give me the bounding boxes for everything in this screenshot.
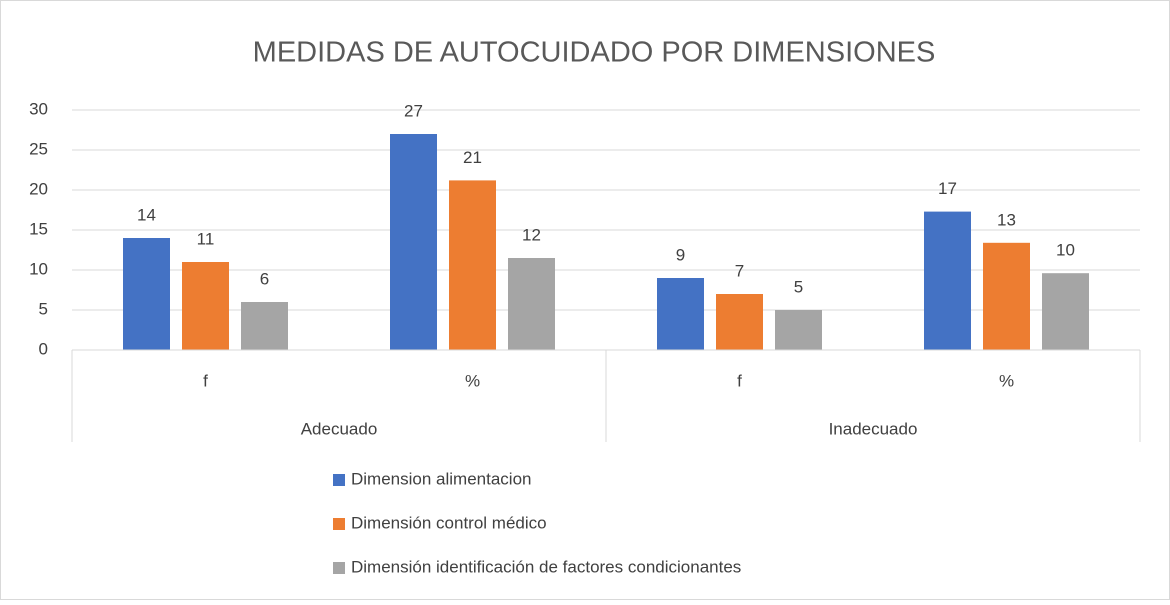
bar bbox=[924, 211, 971, 350]
bar bbox=[390, 134, 437, 350]
y-tick-label: 0 bbox=[39, 339, 48, 358]
data-label: 5 bbox=[794, 277, 803, 296]
chart-title: MEDIDAS DE AUTOCUIDADO POR DIMENSIONES bbox=[253, 37, 936, 69]
legend-swatch bbox=[333, 562, 345, 574]
bar bbox=[657, 278, 704, 350]
y-tick-label: 5 bbox=[39, 299, 48, 318]
bar bbox=[123, 238, 170, 350]
data-label: 7 bbox=[735, 261, 744, 280]
y-tick-label: 15 bbox=[29, 219, 48, 238]
bar bbox=[182, 262, 229, 350]
legend-swatch bbox=[333, 474, 345, 486]
data-label: 21 bbox=[463, 148, 482, 167]
data-label: 11 bbox=[197, 229, 215, 248]
legend-label: Dimension alimentacion bbox=[351, 469, 531, 488]
legend-swatch bbox=[333, 518, 345, 530]
bar bbox=[775, 310, 822, 350]
data-label: 12 bbox=[522, 225, 541, 244]
data-label: 10 bbox=[1056, 241, 1075, 260]
x-tick-label: % bbox=[465, 371, 480, 390]
bar bbox=[983, 242, 1030, 350]
bar bbox=[716, 294, 763, 350]
bar bbox=[508, 258, 555, 350]
y-tick-label: 30 bbox=[29, 99, 48, 118]
y-tick-label: 25 bbox=[29, 139, 48, 158]
data-label: 17 bbox=[938, 179, 957, 198]
x-tick-label: % bbox=[999, 371, 1014, 390]
data-label: 27 bbox=[404, 101, 423, 120]
bar bbox=[449, 180, 496, 350]
x-tick-label: f bbox=[203, 371, 208, 390]
y-tick-label: 20 bbox=[29, 179, 48, 198]
data-label: 13 bbox=[997, 210, 1016, 229]
group-label: Adecuado bbox=[301, 419, 378, 438]
group-label: Inadecuado bbox=[829, 419, 918, 438]
data-label: 6 bbox=[260, 269, 269, 288]
bar bbox=[241, 302, 288, 350]
bar bbox=[1042, 273, 1089, 350]
y-tick-label: 10 bbox=[29, 259, 48, 278]
data-label: 9 bbox=[676, 245, 685, 264]
data-label: 14 bbox=[137, 205, 156, 224]
legend-label: Dimensión control médico bbox=[351, 513, 547, 532]
legend-label: Dimensión identificación de factores con… bbox=[351, 557, 741, 576]
x-tick-label: f bbox=[737, 371, 742, 390]
